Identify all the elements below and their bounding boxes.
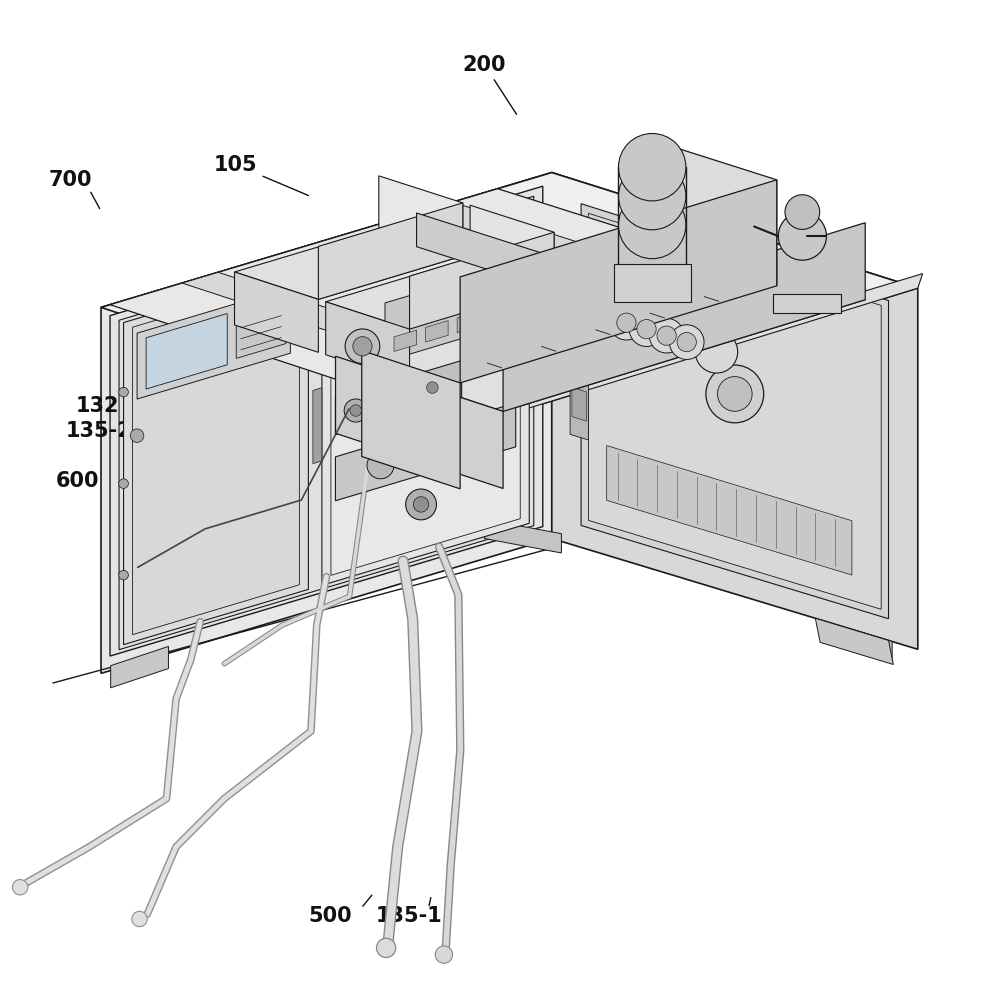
Polygon shape: [572, 387, 587, 421]
Polygon shape: [322, 201, 530, 585]
Polygon shape: [470, 205, 554, 285]
Polygon shape: [417, 202, 680, 286]
Circle shape: [657, 326, 676, 345]
Text: 135-1: 135-1: [375, 906, 443, 926]
Circle shape: [421, 376, 444, 399]
Polygon shape: [572, 300, 587, 333]
Circle shape: [436, 946, 453, 963]
Polygon shape: [110, 189, 724, 379]
Circle shape: [785, 195, 820, 229]
Circle shape: [629, 312, 664, 347]
Polygon shape: [362, 351, 460, 489]
Polygon shape: [607, 446, 852, 575]
Circle shape: [344, 399, 368, 422]
Polygon shape: [101, 173, 551, 673]
Circle shape: [376, 938, 396, 958]
Circle shape: [779, 212, 826, 260]
Polygon shape: [234, 272, 318, 352]
Circle shape: [669, 325, 704, 359]
Polygon shape: [111, 646, 168, 688]
Polygon shape: [407, 361, 461, 413]
Polygon shape: [313, 388, 322, 464]
Circle shape: [131, 911, 147, 927]
Polygon shape: [484, 519, 561, 553]
Circle shape: [427, 382, 438, 393]
Circle shape: [367, 452, 394, 479]
Text: 700: 700: [48, 170, 92, 190]
Polygon shape: [551, 173, 918, 649]
Polygon shape: [460, 274, 923, 428]
Polygon shape: [236, 296, 286, 358]
Circle shape: [350, 405, 362, 416]
Polygon shape: [234, 229, 462, 299]
Polygon shape: [678, 148, 777, 286]
Polygon shape: [335, 381, 394, 435]
Polygon shape: [614, 264, 691, 302]
Polygon shape: [394, 330, 417, 351]
Polygon shape: [335, 426, 439, 501]
Text: 135-2: 135-2: [66, 421, 132, 441]
Polygon shape: [326, 302, 410, 382]
Polygon shape: [378, 176, 462, 256]
Circle shape: [413, 497, 429, 512]
Circle shape: [353, 337, 372, 356]
Polygon shape: [124, 267, 308, 645]
Polygon shape: [146, 314, 227, 389]
Text: 131: 131: [140, 446, 184, 466]
Polygon shape: [380, 213, 643, 297]
Circle shape: [617, 313, 636, 332]
Polygon shape: [826, 622, 892, 663]
Polygon shape: [774, 294, 841, 313]
Polygon shape: [326, 258, 554, 329]
Polygon shape: [460, 180, 777, 383]
Circle shape: [13, 879, 28, 895]
Polygon shape: [331, 211, 521, 575]
Circle shape: [345, 329, 379, 364]
Polygon shape: [417, 213, 643, 319]
Circle shape: [610, 305, 644, 340]
Text: 500: 500: [308, 906, 352, 926]
Polygon shape: [318, 203, 462, 299]
Text: 105: 105: [214, 155, 308, 196]
Circle shape: [119, 570, 128, 580]
Circle shape: [130, 429, 144, 442]
Circle shape: [717, 377, 752, 411]
Polygon shape: [119, 196, 534, 650]
Polygon shape: [410, 232, 554, 329]
Circle shape: [618, 162, 686, 230]
Text: 200: 200: [462, 55, 517, 114]
Polygon shape: [589, 213, 881, 609]
Circle shape: [637, 320, 656, 339]
Polygon shape: [570, 281, 589, 440]
Circle shape: [119, 479, 128, 488]
Polygon shape: [110, 186, 542, 656]
Polygon shape: [453, 403, 516, 466]
Polygon shape: [137, 287, 290, 399]
Polygon shape: [132, 277, 299, 635]
Polygon shape: [503, 223, 865, 411]
Text: 600: 600: [56, 471, 100, 491]
Polygon shape: [426, 321, 449, 342]
Polygon shape: [581, 204, 888, 619]
Polygon shape: [336, 246, 865, 411]
Circle shape: [705, 365, 764, 423]
Text: 132: 132: [75, 396, 119, 416]
Circle shape: [618, 191, 686, 259]
Circle shape: [618, 133, 686, 201]
Polygon shape: [572, 343, 587, 377]
Polygon shape: [385, 269, 498, 361]
Polygon shape: [457, 311, 479, 333]
Polygon shape: [101, 173, 918, 428]
Circle shape: [677, 332, 697, 352]
Circle shape: [696, 331, 738, 373]
Circle shape: [119, 387, 128, 397]
Polygon shape: [815, 618, 893, 665]
Circle shape: [649, 318, 684, 353]
Circle shape: [406, 489, 437, 520]
Polygon shape: [182, 272, 445, 357]
Polygon shape: [336, 356, 503, 488]
